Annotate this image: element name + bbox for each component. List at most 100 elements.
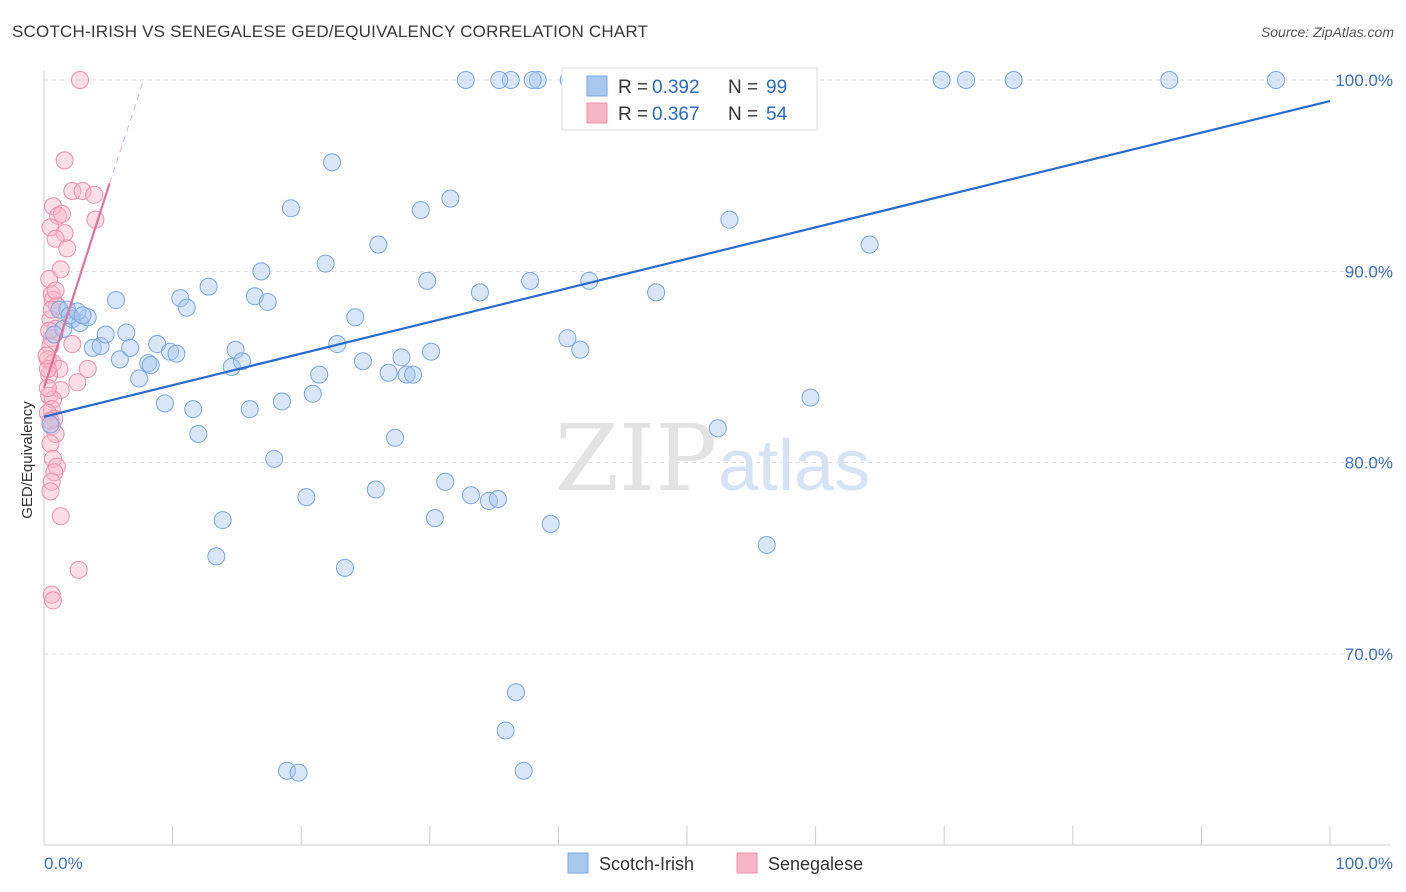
scotch-irish-point	[558, 329, 577, 348]
scotch-irish-point	[303, 384, 322, 403]
scotch-irish-point	[117, 323, 136, 342]
scotch-irish-point	[199, 277, 218, 296]
scotch-irish-point	[167, 344, 186, 363]
scotch-irish-point	[506, 683, 525, 702]
scotch-irish-point	[422, 342, 441, 361]
scotch-irish-point	[155, 394, 174, 413]
scotch-irish-point	[541, 514, 560, 533]
scotch-irish-point	[957, 71, 976, 89]
senegalese-point	[42, 300, 61, 319]
scotch-irish-point	[96, 325, 115, 344]
scotch-irish-point	[490, 71, 509, 89]
scotch-irish-point	[366, 480, 385, 499]
scotch-irish-point	[470, 283, 489, 302]
scotch-irish-point	[647, 283, 666, 302]
senegalese-point	[85, 185, 104, 204]
scotch-irish-point	[1266, 71, 1285, 89]
scotch-irish-point	[353, 352, 372, 371]
scotch-irish-point	[496, 721, 515, 740]
senegalese-trendline	[42, 182, 111, 389]
bottom-legend-swatch-senegalese	[736, 852, 758, 874]
scotch-irish-point	[801, 388, 820, 407]
scotch-irish-point	[240, 400, 259, 419]
scotch-irish-trendline	[43, 99, 1331, 418]
senegalese-point	[68, 373, 87, 392]
senegalese-point	[46, 424, 65, 443]
scotch-irish-point	[110, 350, 129, 369]
chart-title: SCOTCH-IRISH VS SENEGALESE GED/EQUIVALEN…	[12, 22, 649, 41]
y-tick-label: 80.0%	[1345, 454, 1393, 473]
x-tick-label: 100.0%	[1335, 854, 1393, 873]
scotch-irish-point	[335, 558, 354, 577]
legend-n-label-1: N =	[728, 77, 758, 98]
senegalese-point	[73, 181, 92, 200]
scotch-irish-point	[346, 308, 365, 327]
scotch-irish-point	[461, 486, 480, 505]
scotch-irish-point	[404, 365, 423, 384]
y-tick-label: 90.0%	[1345, 262, 1393, 281]
scotch-irish-point	[860, 235, 879, 254]
scotch-irish-point	[392, 348, 411, 367]
y-tick-label: 100.0%	[1335, 71, 1393, 90]
watermark-zip: ZIP	[555, 405, 717, 512]
scotch-irish-point	[523, 71, 542, 89]
senegalese-point	[51, 260, 70, 279]
scotch-irish-point	[316, 254, 335, 273]
scotch-irish-point	[456, 71, 475, 89]
senegalese-trendline-extension	[109, 81, 144, 184]
scotch-irish-point	[571, 340, 590, 359]
scotch-irish-point	[207, 547, 226, 566]
legend-swatch-senegalese	[586, 102, 608, 124]
senegalese-point	[69, 560, 88, 579]
bottom-legend-senegalese: Senegalese	[768, 854, 863, 874]
scotch-irish-point	[514, 761, 533, 780]
scotch-irish-point	[233, 352, 252, 371]
stats-legend: R = 0.392 N = 99 R = 0.367 N = 54	[561, 67, 818, 131]
senegalese-point	[63, 335, 82, 354]
scotch-irish-point	[411, 201, 430, 220]
scotch-irish-point	[226, 340, 245, 359]
legend-r-label-1: R =	[618, 77, 648, 98]
y-tick-label: 70.0%	[1345, 645, 1393, 664]
scotch-irish-point	[289, 763, 308, 782]
axes	[43, 70, 1390, 846]
series-legend: Scotch-Irish Senegalese	[567, 852, 863, 874]
scotch-irish-point	[1160, 71, 1179, 89]
scotch-irish-point	[121, 338, 140, 357]
scotch-irish-point	[1004, 71, 1023, 89]
scotch-irish-point	[278, 761, 297, 780]
senegalese-point	[44, 390, 63, 409]
senegalese-point	[51, 507, 70, 526]
scotch-irish-point	[107, 291, 126, 310]
legend-r-value-2: 0.367	[652, 104, 700, 125]
watermark-atlas: atlas	[718, 426, 870, 506]
y-axis-label: GED/Equivalency	[19, 401, 36, 519]
scotch-irish-point	[720, 210, 739, 229]
scotch-irish-point	[91, 336, 110, 355]
scotch-irish-point	[441, 189, 460, 208]
scotch-irish-point	[386, 428, 405, 447]
trendlines	[42, 81, 1331, 418]
scotch-irish-point	[265, 449, 284, 468]
scotch-irish-point	[757, 535, 776, 554]
x-tick-labels: 0.0% 100.0%	[44, 854, 1393, 873]
scotch-irish-point	[73, 306, 92, 325]
scotch-irish-point	[83, 338, 102, 357]
legend-n-value-2: 54	[766, 104, 788, 125]
scotch-irish-point	[41, 415, 60, 434]
scotch-irish-point	[177, 298, 196, 317]
legend-swatch-scotch-irish	[586, 75, 608, 97]
scotch-irish-point	[521, 271, 540, 290]
scotch-irish-point	[436, 472, 455, 491]
senegalese-point	[63, 181, 82, 200]
senegalese-point	[41, 336, 60, 355]
senegalese-point	[40, 269, 59, 288]
legend-n-label-2: N =	[728, 104, 758, 125]
scotch-irish-point	[281, 199, 300, 218]
scotch-irish-point	[397, 365, 416, 384]
scotch-irish-point	[139, 354, 158, 373]
scotch-irish-point	[171, 289, 190, 308]
scotch-irish-point	[528, 71, 547, 89]
legend-r-label-2: R =	[618, 104, 648, 125]
scotch-irish-point	[418, 271, 437, 290]
